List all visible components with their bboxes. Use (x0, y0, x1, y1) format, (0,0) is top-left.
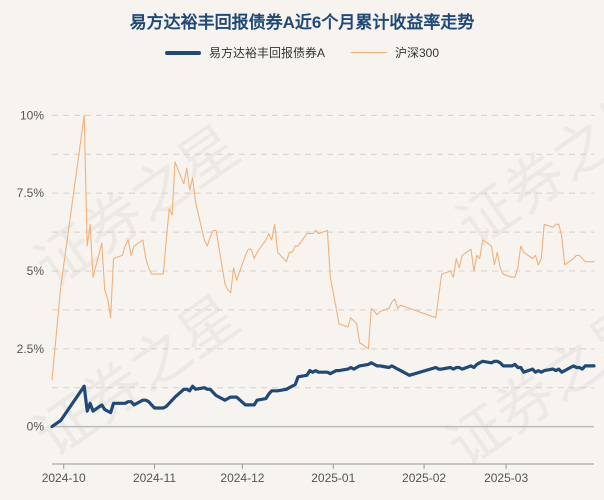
legend-item-index[interactable]: 沪深300 (350, 44, 440, 61)
x-tick-label: 2024-11 (133, 471, 176, 485)
legend-swatch-fund (164, 50, 201, 55)
legend-item-fund[interactable]: 易方达裕丰回报债券A (164, 44, 325, 61)
series-line-index (51, 114, 595, 381)
x-tick-label: 2025-03 (484, 471, 528, 485)
chart-title: 易方达裕丰回报债券A近6个月累计收益率走势 (129, 13, 475, 32)
y-tick-label: 5% (27, 264, 45, 278)
legend-label-index: 沪深300 (394, 46, 440, 60)
chart-legend: 易方达裕丰回报债券A 沪深300 (0, 44, 604, 61)
y-tick-label: 10% (20, 108, 44, 122)
y-tick-label: 7.5% (17, 186, 45, 200)
y-tick-label: 2.5% (17, 342, 45, 356)
legend-label-fund: 易方达裕丰回报债券A (208, 46, 325, 60)
x-tick-label: 2024-12 (220, 471, 264, 485)
x-tick-label: 2025-02 (402, 471, 446, 485)
legend-swatch-index (350, 52, 387, 53)
x-tick-label: 2025-01 (311, 471, 355, 485)
y-tick-label: 0% (27, 420, 45, 434)
series-line-fund (50, 359, 596, 429)
x-tick-label: 2024-10 (42, 471, 86, 485)
